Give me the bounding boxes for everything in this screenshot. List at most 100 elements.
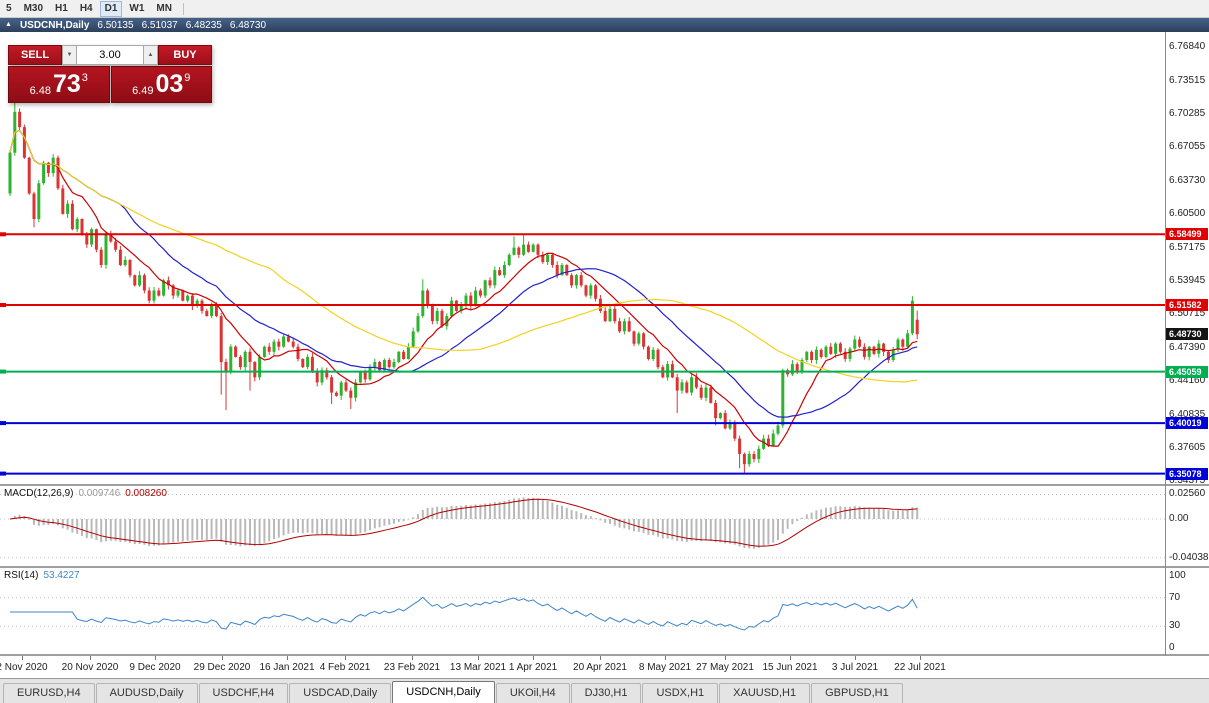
one-click-trading-panel: SELL ▼ 3.00 ▲ BUY 6.48 73 3 6.49 03 9	[8, 45, 212, 103]
chart-title-bar[interactable]: ▲ USDCNH,Daily 6.50135 6.51037 6.48235 6…	[0, 18, 1209, 32]
timeframe-button-h1[interactable]: H1	[55, 3, 68, 14]
rsi-chart	[0, 596, 1165, 631]
date-label: 29 Dec 2020	[193, 662, 251, 673]
date-tick	[855, 656, 856, 660]
sell-price-pips: 73	[52, 70, 81, 98]
date-tick	[287, 656, 288, 660]
date-axis[interactable]: 2 Nov 2020 20 Nov 2020 9 Dec 2020 29 Dec 20…	[0, 656, 1209, 678]
date-label: 15 Jun 2021	[762, 662, 818, 673]
macd-indicator-panel[interactable]: MACD(12,26,9) 0.009746 0.008260	[0, 486, 1165, 566]
timeframe-button-w1[interactable]: W1	[129, 3, 145, 14]
chart-marker-icon: ▲	[5, 21, 12, 28]
date-tick	[90, 656, 91, 660]
chart-tab-xauusd-h1[interactable]: XAUUSD,H1	[719, 683, 811, 703]
date-tick	[920, 656, 921, 660]
date-label: 20 Apr 2021	[573, 662, 627, 673]
chart-tab-dj30-h1[interactable]: DJ30,H1	[570, 683, 642, 703]
date-tick	[665, 656, 666, 660]
ohlc-low: 6.48235	[185, 19, 222, 31]
price-axis-label: 6.57175	[1169, 242, 1206, 253]
buy-button[interactable]: BUY	[158, 45, 212, 65]
chart-tabs-bar: EURUSD,H4 AUDUSD,Daily USDCHF,H4 USDCAD,Dai…	[0, 678, 1209, 703]
price-tag: 6.35078	[1166, 468, 1208, 480]
main-price-chart[interactable]: SELL ▼ 3.00 ▲ BUY 6.48 73 3 6.49 03 9	[0, 32, 1165, 484]
buy-price-point: 9	[184, 71, 191, 84]
price-tag: 6.58499	[1166, 228, 1208, 240]
price-axis-label: 6.60500	[1169, 208, 1206, 219]
panel-separator[interactable]	[0, 484, 1209, 486]
rsi-indicator-panel[interactable]: RSI(14) 53.4227	[0, 568, 1165, 654]
axis-separator	[1165, 32, 1166, 656]
macd-axis-label: -0.04038	[1169, 552, 1209, 563]
date-label: 22 Jul 2021	[894, 662, 946, 673]
price-tag: 6.45059	[1166, 366, 1208, 378]
rsi-axis-label: 30	[1169, 620, 1181, 631]
sell-button[interactable]: SELL	[8, 45, 62, 65]
timeframe-button-h4[interactable]: H4	[79, 3, 93, 14]
price-axis-label: 6.50715	[1169, 308, 1206, 319]
chart-tab-audusd-daily[interactable]: AUDUSD,Daily	[95, 683, 198, 703]
date-label: 23 Feb 2021	[383, 662, 441, 673]
volume-increase-button[interactable]: ▲	[143, 45, 158, 65]
timeframe-button-mn[interactable]: MN	[156, 3, 172, 14]
date-label: 4 Feb 2021	[319, 662, 371, 673]
timeframe-button-5[interactable]: 5	[6, 3, 12, 14]
macd-axis-label: 0.00	[1169, 513, 1189, 524]
price-tag: 6.51582	[1166, 299, 1208, 311]
chart-tab-gbpusd-h1[interactable]: GBPUSD,H1	[811, 683, 903, 703]
date-label: 1 Apr 2021	[508, 662, 558, 673]
date-label: 8 May 2021	[638, 662, 692, 673]
chart-tab-usdcad-daily[interactable]: USDCAD,Daily	[289, 683, 392, 703]
price-tag: 6.48730	[1166, 328, 1208, 340]
price-axis-label: 6.44160	[1169, 375, 1206, 386]
chart-tab-usdchf-h4[interactable]: USDCHF,H4	[198, 683, 289, 703]
date-label: 20 Nov 2020	[61, 662, 119, 673]
chevron-up-icon: ▲	[147, 52, 154, 58]
panel-separator	[0, 654, 1209, 656]
date-tick	[600, 656, 601, 660]
buy-price-base: 6.49	[132, 84, 154, 97]
price-axis-label: 6.67055	[1169, 141, 1206, 152]
price-axis-label: 6.47390	[1169, 342, 1206, 353]
date-tick	[222, 656, 223, 660]
date-tick	[790, 656, 791, 660]
macd-axis: 0.02560 0.00 -0.04038	[1166, 486, 1209, 566]
rsi-axis: 100 70 30 0	[1166, 568, 1209, 654]
timeframe-button-m30[interactable]: M30	[23, 3, 44, 14]
chart-tab-usdcnh-daily[interactable]: USDCNH,Daily	[392, 681, 495, 703]
ohlc-open: 6.50135	[97, 19, 134, 31]
price-axis-label: 6.40835	[1169, 409, 1206, 420]
price-axis-label: 6.34375	[1169, 475, 1206, 486]
sell-price-display[interactable]: 6.48 73 3	[8, 66, 110, 103]
chart-tab-usdx-h1[interactable]: USDX,H1	[642, 683, 719, 703]
date-tick	[22, 656, 23, 660]
volume-input[interactable]: 3.00	[77, 45, 143, 65]
rsi-label: RSI(14) 53.4227	[4, 570, 80, 581]
price-axis[interactable]: 6.76840 6.73515 6.70285 6.67055 6.63730 6.605…	[1166, 32, 1209, 486]
chevron-down-icon: ▼	[66, 52, 73, 58]
price-tag: 6.40019	[1166, 417, 1208, 429]
date-tick	[533, 656, 534, 660]
candlestick-chart[interactable]	[0, 32, 1165, 484]
date-label: 27 May 2021	[696, 662, 754, 673]
chart-tab-eurusd-h4[interactable]: EURUSD,H4	[3, 683, 95, 703]
rsi-axis-label: 100	[1169, 570, 1186, 581]
volume-decrease-button[interactable]: ▼	[62, 45, 77, 65]
date-label: 9 Dec 2020	[129, 662, 181, 673]
price-axis-label: 6.63730	[1169, 175, 1206, 186]
timeframe-button-d1[interactable]: D1	[99, 0, 123, 17]
chart-symbol-period: USDCNH,Daily	[19, 19, 90, 31]
panel-separator[interactable]	[0, 566, 1209, 568]
date-tick	[155, 656, 156, 660]
toolbar-separator	[182, 2, 184, 15]
buy-price-pips: 03	[155, 70, 184, 98]
ohlc-high: 6.51037	[141, 19, 178, 31]
macd-chart	[0, 494, 1165, 559]
buy-price-display[interactable]: 6.49 03 9	[110, 66, 212, 103]
chart-tab-ukoil-h4[interactable]: UKOil,H4	[495, 683, 570, 703]
timeframe-toolbar: 5 M30 H1 H4 D1 W1 MN	[0, 0, 1209, 18]
price-axis-label: 6.53945	[1169, 275, 1206, 286]
price-axis-label: 6.37605	[1169, 442, 1206, 453]
sell-price-base: 6.48	[29, 84, 51, 97]
